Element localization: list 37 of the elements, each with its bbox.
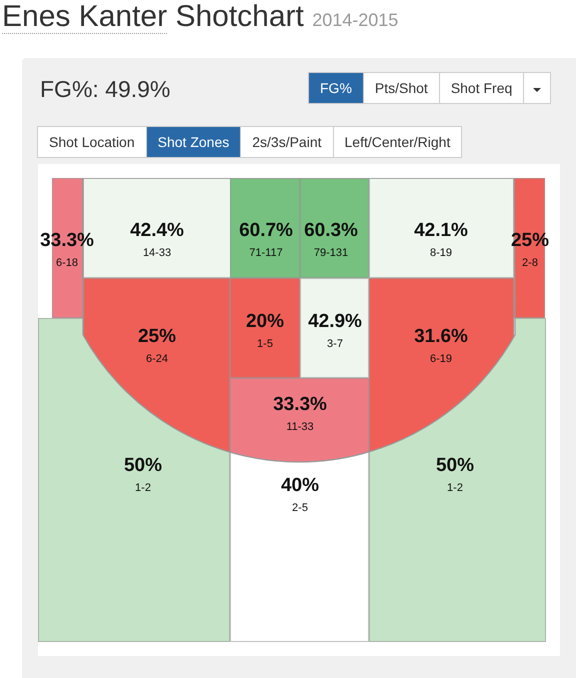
category-label: 6-19 [430, 353, 452, 366]
data-label: 20% [246, 311, 284, 332]
data-label: 42.1% [414, 220, 468, 242]
category-label: 2-8 [522, 257, 538, 270]
category-label: 71-117 [249, 247, 283, 260]
text: Shot Zones [146, 126, 242, 158]
text: Pts/Shot [362, 72, 440, 104]
data-label: 40% [280, 475, 320, 496]
category-label: 1-2 [447, 482, 463, 494]
category-label: 6-24 [146, 353, 168, 366]
data-label: 50% [124, 455, 162, 476]
category-label: 8-19 [430, 247, 452, 260]
data-label: 60.3% [304, 220, 358, 242]
data-label: 50% [436, 455, 474, 476]
data-label: 42.4% [130, 220, 184, 242]
text: FG% [308, 72, 364, 104]
text: Left/Center/Right [332, 126, 462, 158]
category-label: 14-33 [142, 247, 172, 260]
category-label: 6-18 [56, 257, 78, 270]
category-label: 79-131 [314, 247, 348, 260]
text: Shot Freq [438, 72, 524, 104]
category-label: 11-33 [286, 421, 314, 434]
category-label: 3-7 [327, 338, 343, 350]
text: FG%: 49.9% [40, 76, 170, 103]
data-label: 31.6% [414, 326, 468, 348]
text: 2s/3s/Paint [240, 126, 334, 158]
category-label: 2-5 [292, 502, 308, 514]
data-label: 25% [138, 326, 176, 348]
text: Enes Kanter [2, 0, 168, 34]
text: Shotchart [175, 0, 304, 33]
data-label: 33.3% [273, 394, 328, 416]
text: 2014-2015 [312, 10, 398, 30]
category-label: 1-5 [257, 338, 273, 350]
data-label: 42.9% [308, 311, 362, 332]
data-label: 60.7% [239, 220, 294, 242]
text: Shot Location [37, 126, 147, 158]
category-label: 1-2 [135, 482, 151, 494]
